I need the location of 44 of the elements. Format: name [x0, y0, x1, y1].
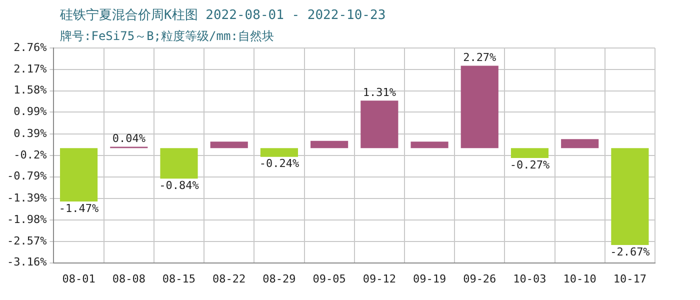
x-tick-label: 09-12: [362, 272, 396, 286]
y-tick-label: 0.99%: [14, 105, 48, 118]
data-label: -0.24%: [259, 157, 300, 170]
data-label: -0.84%: [159, 178, 200, 192]
x-tick-label: 08-08: [112, 272, 146, 286]
x-tick-label: 09-26: [463, 272, 496, 286]
x-tick-label: 08-15: [162, 272, 196, 286]
bar: [210, 142, 248, 148]
chart-subtitle: 牌号:FeSi75～B;粒度等级/mm:自然块: [60, 28, 274, 45]
x-tick-label: 08-22: [212, 272, 246, 286]
y-tick-label: 2.17%: [14, 62, 48, 76]
y-tick-label: -1.98%: [6, 212, 48, 226]
y-tick-label: -0.79%: [6, 170, 48, 183]
data-label: 0.04%: [112, 132, 146, 146]
bar: [410, 142, 448, 148]
x-tick-label: 10-17: [613, 272, 647, 286]
bar: [460, 66, 498, 148]
data-label: -1.47%: [58, 202, 100, 215]
data-label: -0.27%: [510, 158, 550, 172]
data-label: 1.31%: [362, 86, 396, 99]
bar: [60, 148, 98, 202]
y-tick-label: 1.58%: [14, 84, 48, 97]
y-tick-label: -0.2%: [14, 148, 48, 162]
x-tick-label: 09-05: [312, 272, 346, 286]
bar: [510, 148, 549, 158]
data-label: -2.67%: [610, 245, 650, 258]
x-tick-label: 10-10: [563, 272, 596, 286]
bar: [611, 148, 649, 246]
x-tick-label: 08-29: [262, 272, 296, 286]
x-tick-label: 09-19: [412, 272, 446, 286]
y-tick-label: 2.76%: [14, 40, 48, 54]
data-label: 2.27%: [463, 51, 497, 64]
y-tick-label: -2.57%: [6, 234, 48, 248]
bar: [310, 140, 348, 148]
x-tick-label: 08-01: [62, 272, 96, 286]
y-tick-label: -1.39%: [6, 191, 48, 204]
chart-title: 硅铁宁夏混合价周K柱图 2022-08-01 - 2022-10-23: [60, 7, 386, 24]
y-tick-label: -3.16%: [6, 256, 48, 269]
bar: [160, 148, 198, 179]
y-tick-label: 0.39%: [14, 126, 48, 140]
bar: [360, 100, 398, 148]
x-tick-label: 10-03: [513, 272, 546, 286]
bar: [260, 148, 298, 157]
bar: [561, 139, 599, 148]
